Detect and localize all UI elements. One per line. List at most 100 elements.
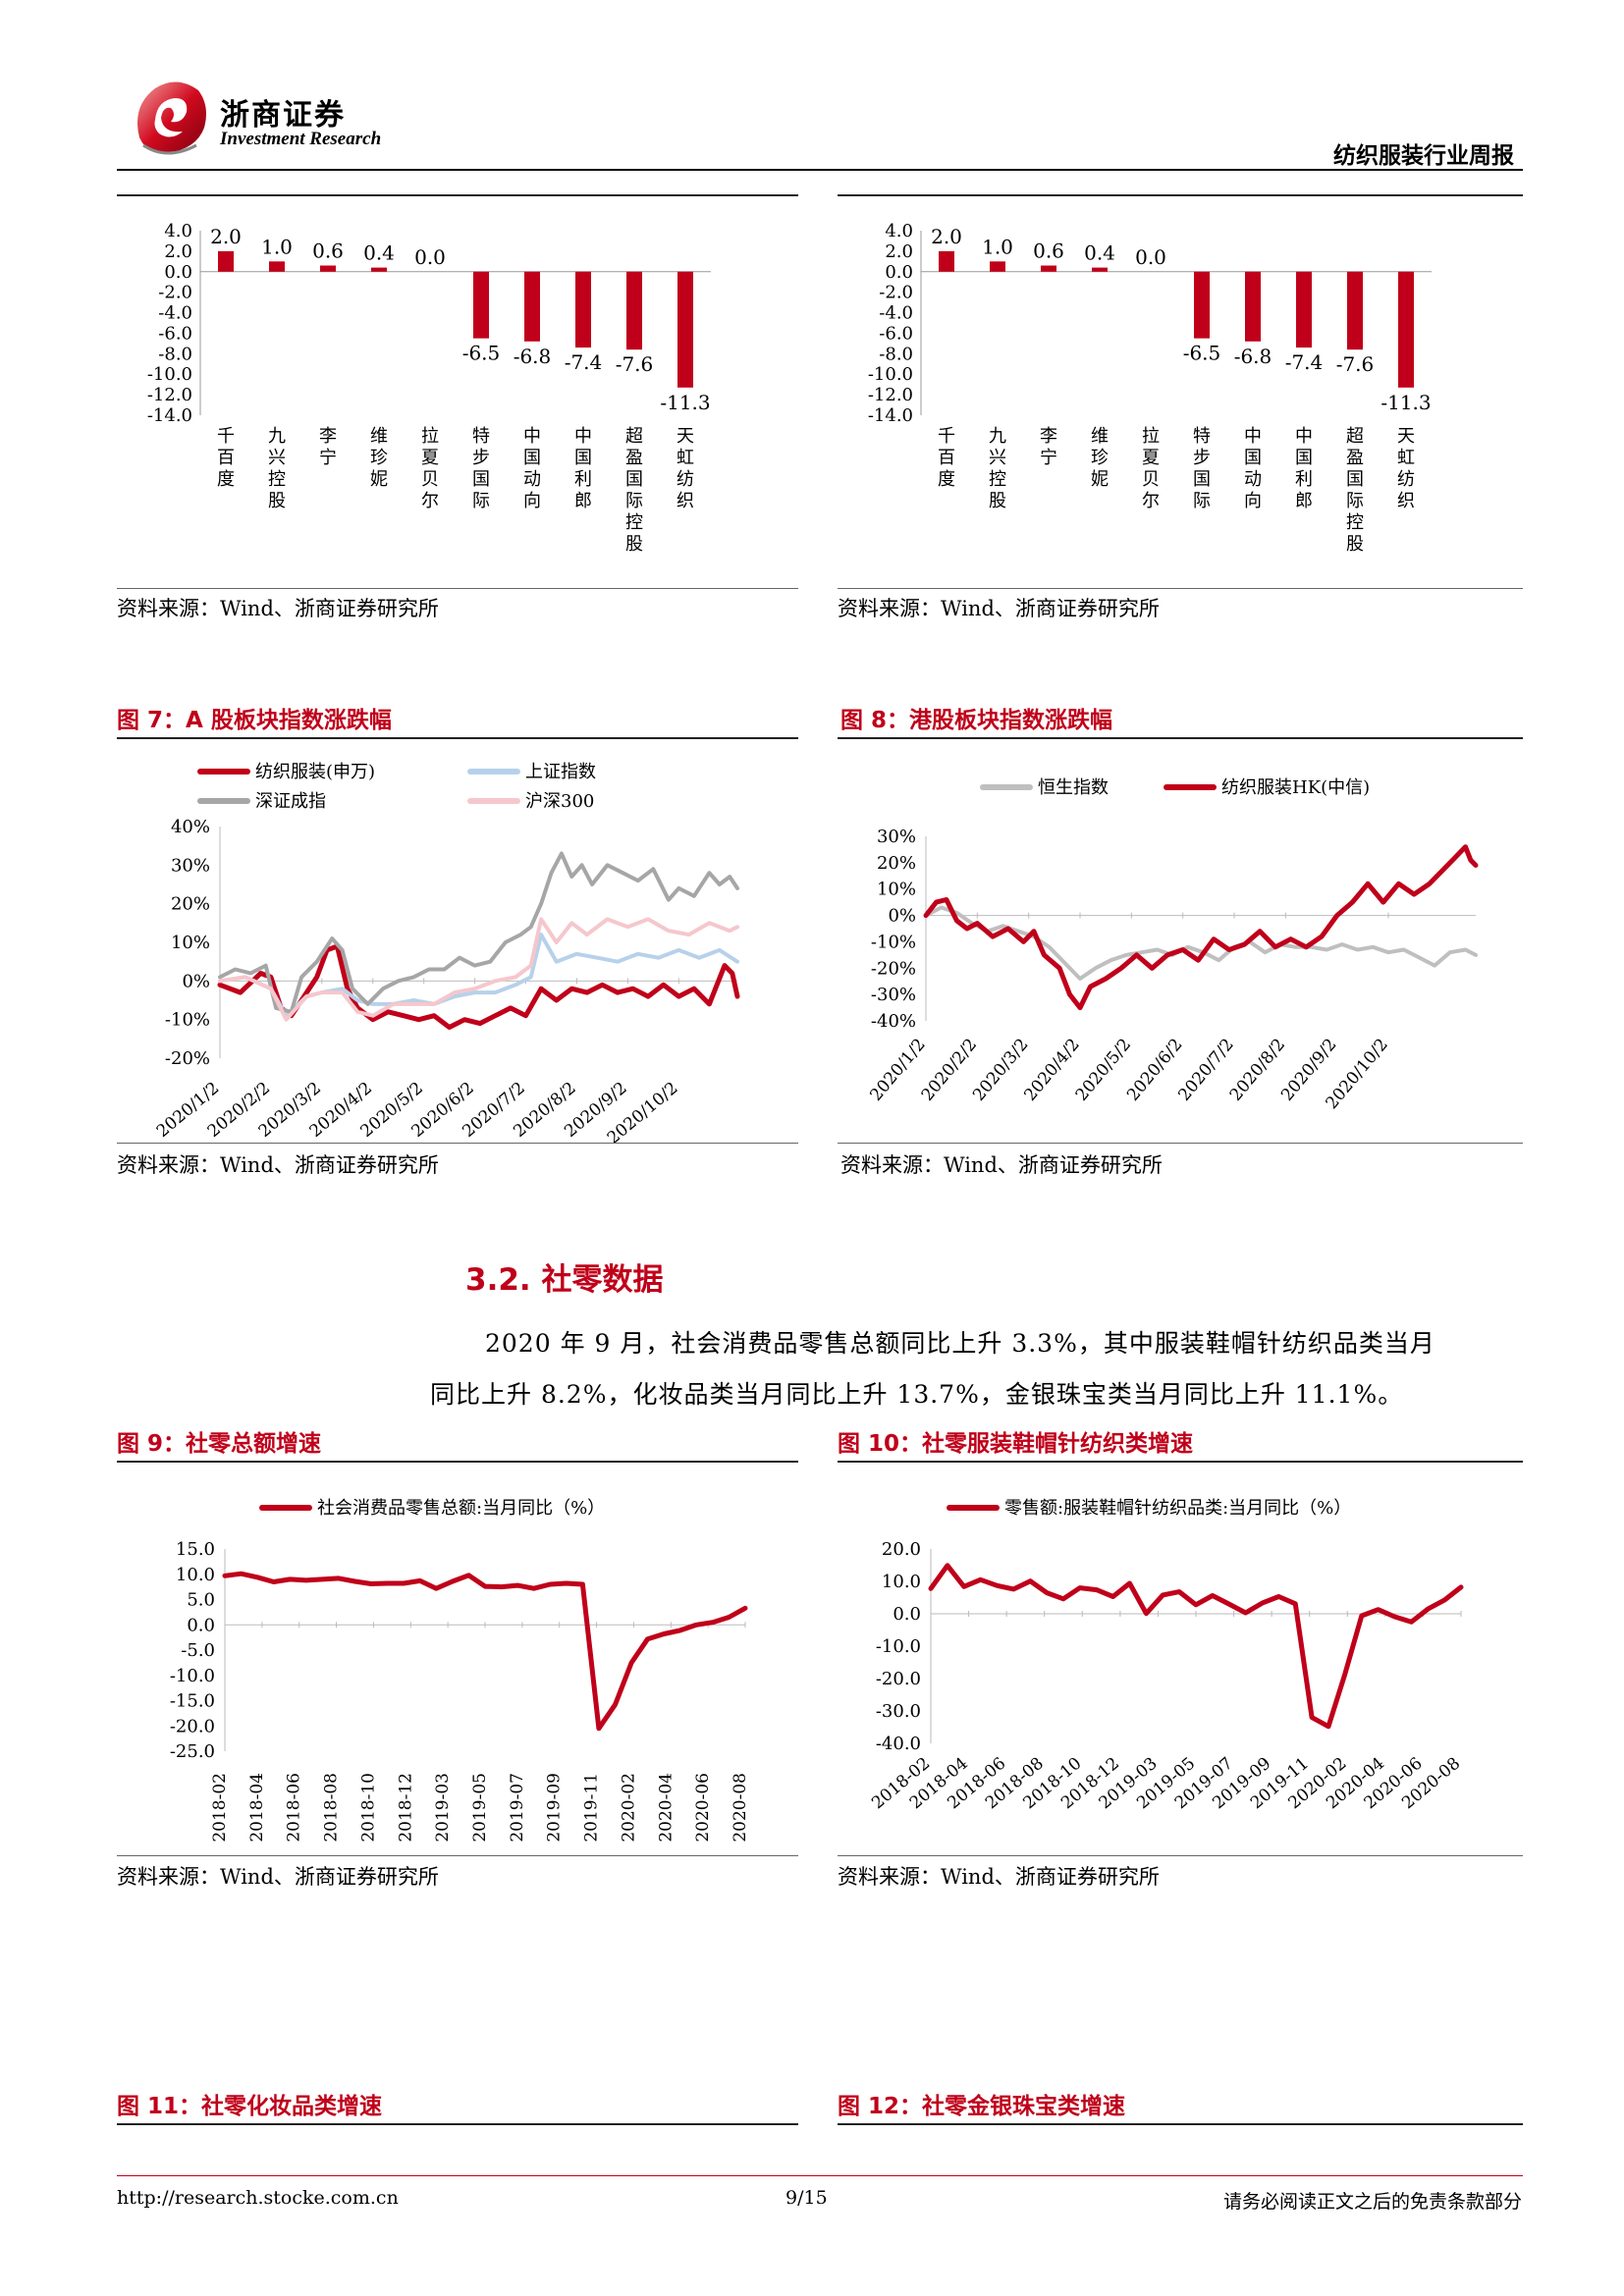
figure-title: 图 11：社零化妆品类增速: [117, 2094, 383, 2119]
series-line: [923, 844, 1479, 1011]
logo-icon: [137, 81, 206, 155]
y-tick-label: -6.0: [158, 323, 192, 344]
y-tick-label: -10.0: [170, 1666, 215, 1686]
x-tick-label: 2020-08: [731, 1773, 750, 1842]
bar: [1296, 271, 1312, 348]
data-label: -7.4: [1285, 350, 1324, 374]
logo-text-cn: 浙商证券: [220, 98, 346, 133]
footer-url[interactable]: http://research.stocke.com.cn: [117, 2187, 399, 2209]
x-tick-label: 九兴控股: [268, 426, 286, 511]
x-tick-label: 天虹纺织: [677, 426, 694, 511]
legend-label: 纺织服装HK(中信): [1221, 777, 1370, 798]
x-tick-label: 千百度: [217, 426, 235, 490]
y-tick-label: 10%: [171, 933, 210, 953]
x-tick-label: 中国动向: [523, 426, 541, 511]
x-tick-label: 特步国际: [1193, 426, 1211, 511]
source-note: 资料来源：Wind、浙商证券研究所: [117, 1865, 439, 1889]
x-tick-label: 2020-06: [693, 1773, 713, 1842]
x-tick-label: 中国动向: [1244, 426, 1262, 511]
y-tick-label: -14.0: [868, 405, 913, 426]
source-note: 资料来源：Wind、浙商证券研究所: [840, 1153, 1163, 1177]
y-tick-label: -20.0: [170, 1716, 215, 1736]
y-tick-label: -2.0: [879, 283, 913, 303]
bar: [990, 261, 1005, 272]
y-tick-label: 0.0: [164, 262, 192, 283]
x-tick-label: 超盈国际控股: [1346, 426, 1364, 555]
data-label: 0.4: [1084, 241, 1115, 265]
x-tick-label: 2018-10: [358, 1773, 378, 1842]
source-note: 资料来源：Wind、浙商证券研究所: [117, 1153, 439, 1177]
y-tick-label: 0.0: [885, 262, 913, 283]
x-tick-label: 李宁: [1040, 426, 1057, 468]
bar-chart-left: 4.02.00.0-2.0-4.0-6.0-8.0-10.0-12.0-14.0…: [147, 221, 711, 555]
data-label: 0.0: [414, 245, 446, 269]
data-label: 1.0: [982, 235, 1013, 258]
figure-title: 图 7：A 股板块指数涨跌幅: [117, 708, 392, 733]
y-tick-label: -20%: [871, 958, 916, 979]
x-tick-label: 2020-02: [619, 1773, 638, 1842]
x-tick-label: 中国利郎: [1295, 426, 1313, 511]
data-label: 2.0: [931, 225, 962, 248]
data-label: 0.6: [1033, 240, 1064, 263]
legend-label: 零售额:服装鞋帽针纺织品类:当月同比（%）: [1004, 1498, 1351, 1519]
y-tick-label: -12.0: [147, 385, 192, 405]
bar: [1092, 267, 1108, 272]
bar: [320, 265, 336, 272]
y-tick-label: -20.0: [876, 1669, 921, 1689]
divider: [117, 2123, 798, 2125]
y-tick-label: -15.0: [170, 1691, 215, 1712]
y-tick-label: -6.0: [879, 323, 913, 344]
x-tick-label: 2020-04: [656, 1773, 676, 1842]
x-tick-label: 2019-03: [433, 1773, 453, 1842]
x-tick-label: 天虹纺织: [1397, 426, 1415, 511]
line-chart-retail-apparel: 20.010.00.0-10.0-20.0-30.0-40.02018-0220…: [868, 1498, 1464, 1813]
data-label: 2.0: [210, 225, 242, 248]
series-line: [222, 1571, 748, 1732]
y-tick-label: 0%: [888, 906, 916, 927]
legend-label: 社会消费品零售总额:当月同比（%）: [317, 1498, 605, 1519]
line-chart-retail-total: 15.0 10.0 5.0 0.0 -5.0 -10.0 -15.0 -20.0 -25.0 20…: [170, 1498, 750, 1842]
x-tick-label: 千百度: [938, 426, 955, 490]
x-tick-label: 中国利郎: [574, 426, 592, 511]
y-tick-label: -10.0: [868, 364, 913, 385]
series-line: [218, 933, 739, 1018]
line-chart-a-share: 40%30%20%10%0%-10%-20%2020/1/22020/2/220…: [153, 762, 740, 1148]
divider: [838, 588, 1523, 589]
x-tick-label: 维珍妮: [1091, 426, 1109, 490]
data-label: -11.3: [1380, 391, 1431, 414]
data-label: -6.5: [1183, 342, 1221, 365]
y-tick-label: 30%: [877, 827, 916, 847]
y-tick-label: -20%: [165, 1048, 210, 1069]
divider: [117, 194, 798, 196]
bar: [524, 271, 540, 342]
bar: [473, 271, 489, 339]
figure-title: 图 10：社零服装鞋帽针纺织类增速: [838, 1431, 1194, 1457]
x-tick-label: 拉夏贝尔: [421, 426, 439, 511]
y-tick-label: 40%: [171, 817, 210, 837]
figure-title: 图 9：社零总额增速: [117, 1431, 322, 1457]
x-tick-label: 2018-02: [210, 1773, 230, 1842]
bar: [677, 271, 693, 388]
data-label: -7.4: [565, 350, 603, 374]
bar: [939, 250, 954, 272]
x-tick-label: 2018-12: [396, 1773, 415, 1842]
legend-label: 沪深300: [525, 791, 594, 812]
x-tick-label: 2019-07: [508, 1773, 527, 1842]
divider: [838, 1855, 1523, 1856]
source-note: 资料来源：Wind、浙商证券研究所: [838, 597, 1160, 620]
y-tick-label: -10%: [165, 1010, 210, 1031]
series-line: [218, 851, 739, 1014]
footer-disclaimer: 请务必阅读正文之后的免责条款部分: [1222, 2191, 1522, 2213]
data-label: -11.3: [660, 391, 710, 414]
divider: [838, 2123, 1523, 2125]
divider: [117, 1855, 798, 1856]
bar: [575, 271, 591, 348]
y-tick-label: 4.0: [885, 221, 913, 241]
y-tick-label: -4.0: [879, 303, 913, 324]
source-note: 资料来源：Wind、浙商证券研究所: [117, 597, 439, 620]
divider: [838, 1143, 1523, 1144]
legend-label: 恒生指数: [1038, 777, 1109, 798]
y-tick-label: -40%: [871, 1011, 916, 1032]
x-tick-label: 九兴控股: [989, 426, 1006, 511]
y-tick-label: 4.0: [164, 221, 192, 241]
